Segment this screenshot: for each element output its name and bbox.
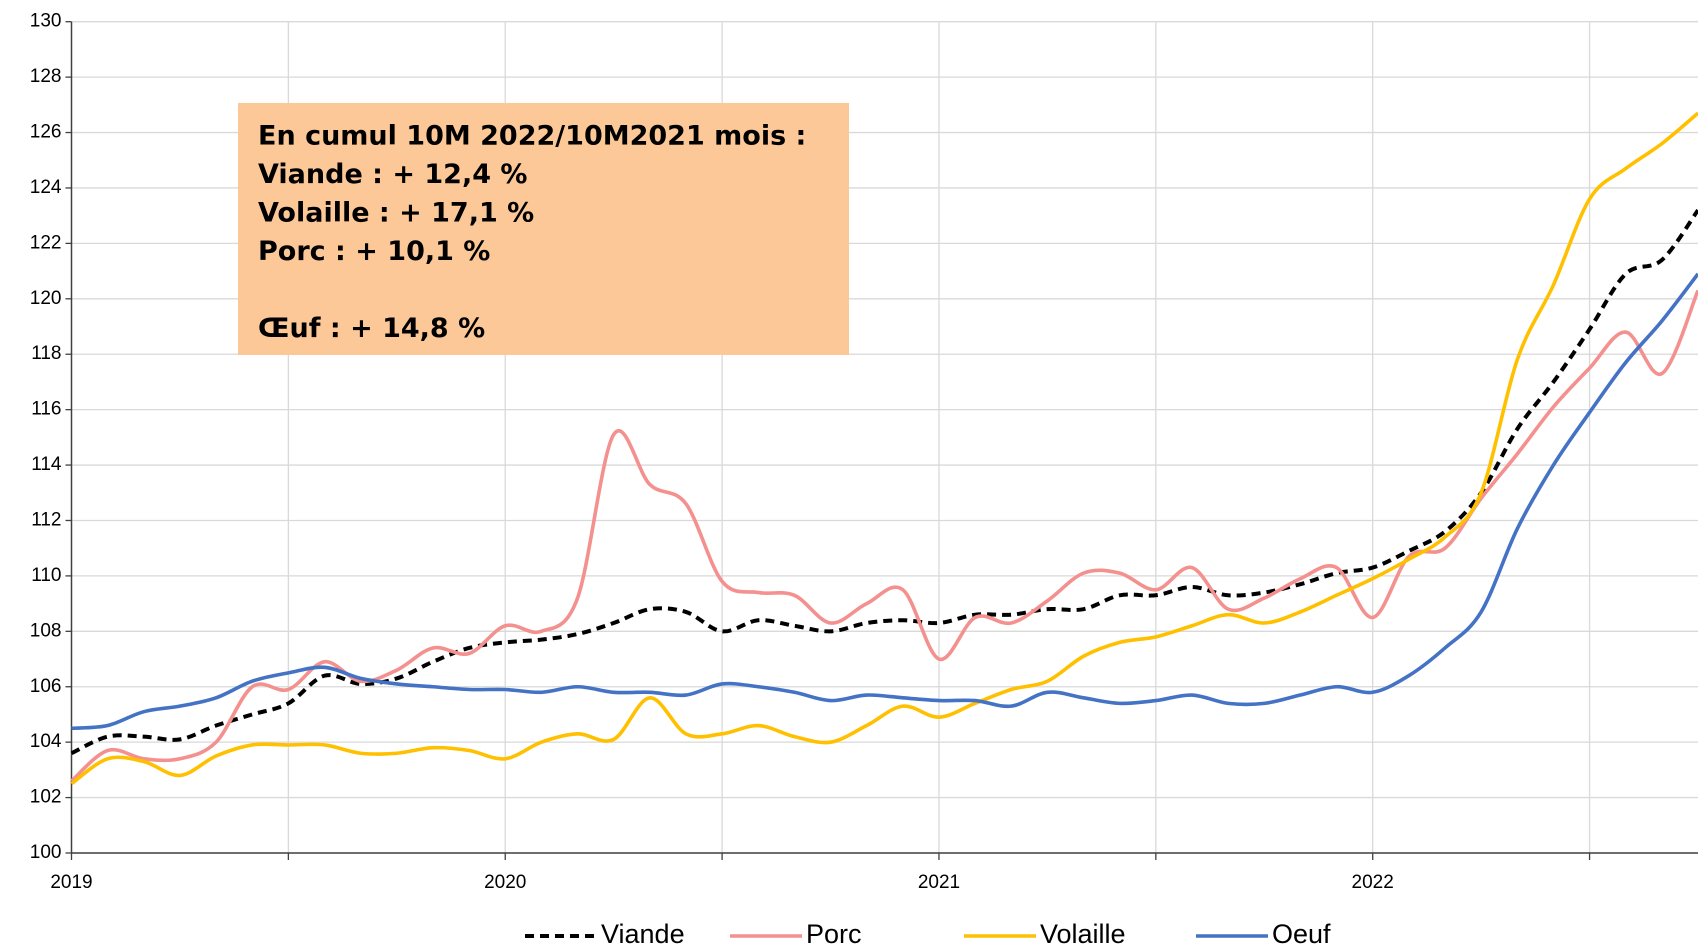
x-tick-label: 2020: [484, 872, 526, 893]
annotation-line: Œuf : + 14,8 %: [258, 313, 485, 344]
annotation-box: [238, 103, 849, 355]
annotation: En cumul 10M 2022/10M2021 mois : Viande :…: [238, 103, 849, 355]
legend-label: Porc: [806, 919, 862, 949]
y-tick-label: 128: [30, 66, 62, 87]
x-tick-label: 2021: [918, 872, 960, 893]
y-tick-label: 102: [30, 787, 62, 808]
legend: Viande Porc Volaille Oeuf: [525, 919, 1331, 949]
y-tick-label: 110: [31, 565, 61, 586]
y-tick-label: 104: [30, 731, 62, 752]
annotation-line: Porc : + 10,1 %: [258, 236, 490, 267]
y-tick-label: 116: [31, 399, 61, 420]
annotation-line: Viande : + 12,4 %: [258, 159, 527, 190]
y-tick-label: 114: [31, 454, 62, 475]
x-tick-label: 2019: [50, 872, 92, 893]
y-tick-label: 130: [30, 11, 62, 32]
line-series: [71, 272, 1698, 731]
x-tick-label: 2022: [1352, 872, 1394, 893]
y-tick-label: 118: [31, 343, 61, 364]
y-tick-label: 126: [30, 122, 62, 143]
y-tick-label: 106: [30, 676, 62, 697]
annotation-line: Volaille : + 17,1 %: [258, 198, 534, 229]
y-tick-label: 100: [30, 842, 62, 863]
legend-label: Volaille: [1040, 919, 1126, 949]
line-series: [71, 111, 1698, 786]
annotation-line: En cumul 10M 2022/10M2021 mois :: [258, 121, 806, 152]
y-tick-label: 120: [30, 288, 62, 309]
line-series: [71, 289, 1698, 783]
y-tick-label: 112: [31, 509, 61, 530]
line-series: [71, 208, 1698, 756]
y-tick-label: 124: [30, 177, 62, 198]
y-tick-label: 108: [30, 620, 62, 641]
legend-label: Oeuf: [1272, 919, 1331, 949]
y-tick-label: 122: [30, 232, 62, 253]
lines: [71, 111, 1698, 786]
legend-label: Viande: [601, 919, 685, 949]
